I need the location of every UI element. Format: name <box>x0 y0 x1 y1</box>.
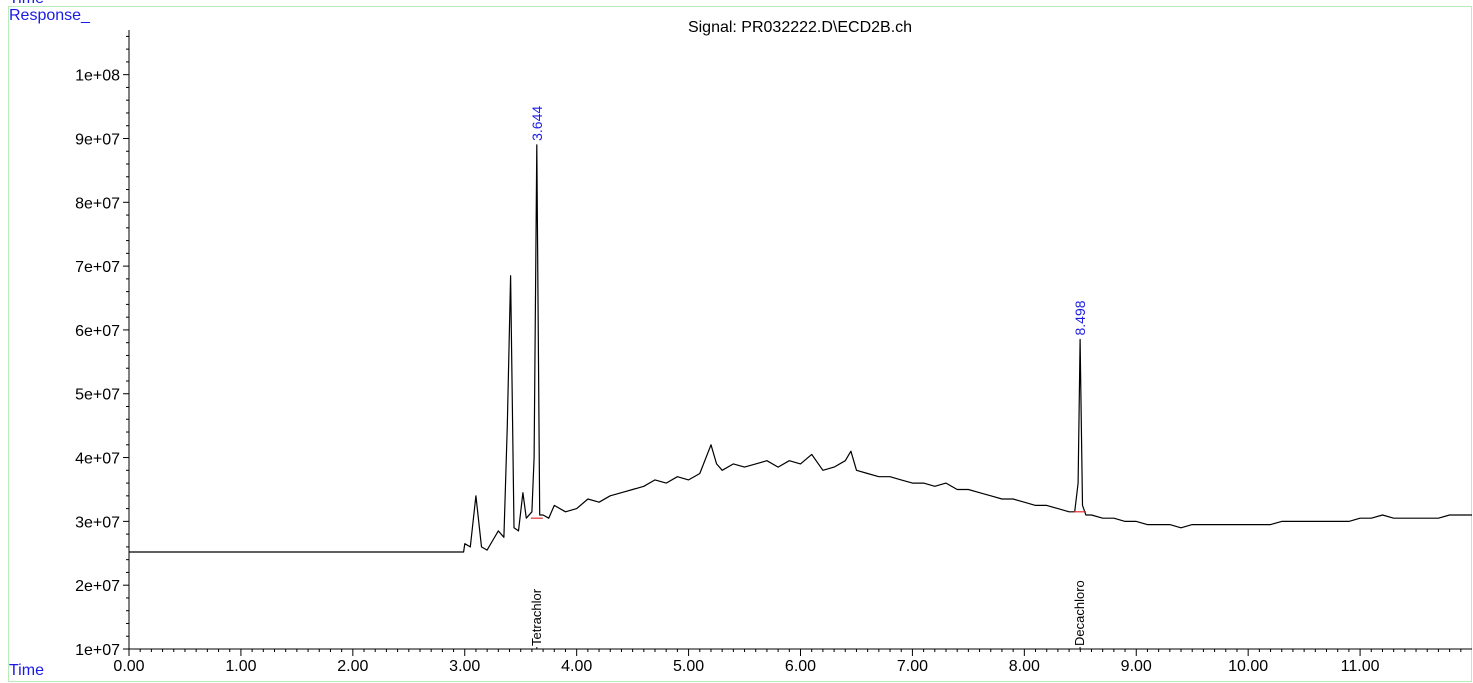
y-tick-label: 2e+07 <box>75 578 120 595</box>
x-tick-label: 0.00 <box>113 658 144 675</box>
plot-frame <box>8 6 1472 682</box>
top-time-label: Time <box>9 0 44 8</box>
x-tick-label: 9.00 <box>1121 658 1152 675</box>
x-tick-label: 10.00 <box>1228 658 1268 675</box>
peak-time-label: 3.644 <box>529 106 545 141</box>
y-tick-label: 4e+07 <box>75 451 120 468</box>
x-tick-label: 4.00 <box>561 658 592 675</box>
y-tick-label: 3e+07 <box>75 514 120 531</box>
y-tick-label: 9e+07 <box>75 131 120 148</box>
y-axis-title: Response_ <box>9 7 90 24</box>
compound-label: Tetrachlor <box>529 588 544 646</box>
labels-layer: 3.644 8.498 Tetrachlor Decachloro <box>529 106 1088 649</box>
x-tick-label: 3.00 <box>449 658 480 675</box>
y-tick-label: 8e+07 <box>75 195 120 212</box>
axes: 1e+07 2e+07 3e+07 4e+07 5e+07 6e+07 7e+07 8e+07… <box>75 30 1472 675</box>
x-tick-label: 6.00 <box>785 658 816 675</box>
compound-label: Decachloro <box>1072 580 1087 646</box>
x-tick-label: 5.00 <box>673 658 704 675</box>
x-tick-label: 7.00 <box>897 658 928 675</box>
x-tick-label: 2.00 <box>337 658 368 675</box>
x-tick-label: 1.00 <box>225 658 256 675</box>
y-tick-label: 6e+07 <box>75 323 120 340</box>
y-tick-label: 7e+07 <box>75 259 120 276</box>
series-line <box>129 144 1472 553</box>
y-tick-label: 1e+07 <box>75 642 120 659</box>
x-axis-title: Time <box>9 662 44 679</box>
peak-time-label: 8.498 <box>1072 300 1088 335</box>
y-tick-label: 1e+08 <box>75 68 120 85</box>
x-tick-label: 11.00 <box>1341 658 1380 675</box>
x-tick-label: 8.00 <box>1009 658 1040 675</box>
chart-title: Signal: PR032222.D\ECD2B.ch <box>688 19 912 36</box>
trace-layer <box>129 144 1472 553</box>
y-tick-label: 5e+07 <box>75 387 120 404</box>
